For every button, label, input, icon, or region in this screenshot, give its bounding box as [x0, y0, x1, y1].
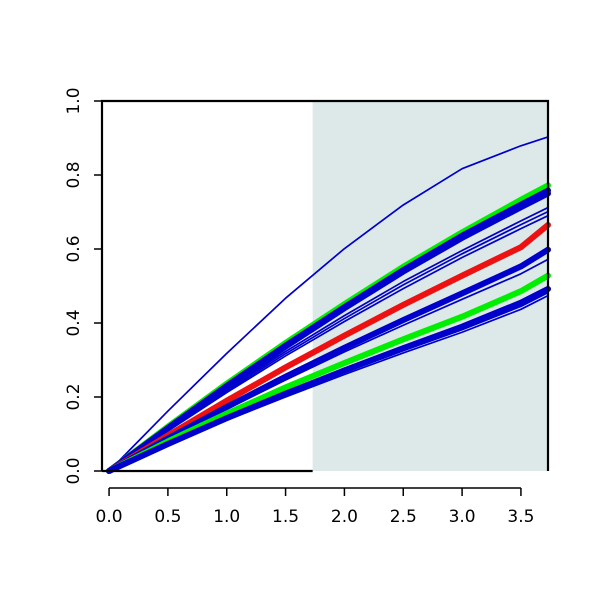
- x-tick-label: 2.5: [390, 507, 417, 527]
- series-line-blue-0: [108, 136, 549, 472]
- x-tick-label: 2.0: [331, 507, 358, 527]
- series-line-blue-3: [106, 190, 551, 474]
- y-tick-label: 0.0: [64, 457, 84, 484]
- y-tick-label: 1.0: [64, 87, 84, 114]
- series-line-blue-6: [108, 214, 549, 472]
- y-tick-label: 0.8: [64, 161, 84, 188]
- x-tick-label: 0.0: [96, 507, 123, 527]
- series-line-red-7: [106, 221, 551, 474]
- series-line-blue-11: [106, 285, 551, 474]
- axes-layer: 0.0 0.2 0.4 0.6 0.8 1.0 0.0 0.5 1.0 1.5 2.0 2.5 3.0 3…: [64, 87, 550, 527]
- plot-frame: [100, 99, 550, 471]
- x-tick-label: 1.5: [272, 507, 299, 527]
- x-tick-label: 3.0: [449, 507, 476, 527]
- shaded-region: [312, 101, 548, 471]
- y-tick-label: 0.4: [64, 309, 84, 336]
- plot-background: [312, 101, 548, 471]
- x-tick-label: 1.0: [213, 507, 240, 527]
- x-tick-label: 0.5: [154, 507, 181, 527]
- series-layer: [106, 136, 551, 474]
- x-tick-label: 3.5: [507, 507, 534, 527]
- series-line-blue-8: [106, 246, 551, 474]
- y-tick-label: 0.6: [64, 235, 84, 262]
- y-tick-label: 0.2: [64, 383, 84, 410]
